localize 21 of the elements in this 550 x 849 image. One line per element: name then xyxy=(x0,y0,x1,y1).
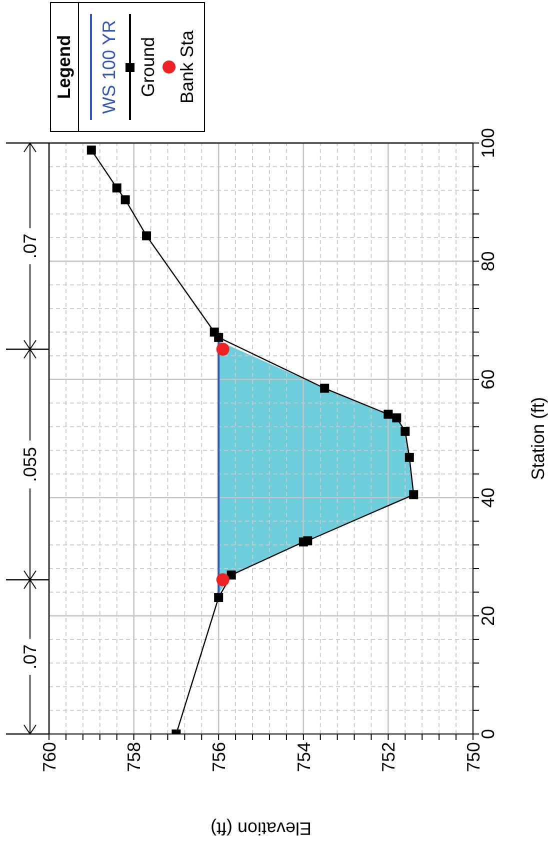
x-tick-label: 756 xyxy=(208,742,229,772)
x-tick-label: 760 xyxy=(39,742,60,772)
y-tick-label: 20 xyxy=(478,606,498,626)
y-tick-label: 60 xyxy=(478,369,498,390)
y-tick-label: 40 xyxy=(478,488,498,508)
text: .055 xyxy=(20,446,40,482)
text: .07 xyxy=(20,644,40,670)
text: .07 xyxy=(20,234,40,259)
x-axis-title: Elevation (ft) xyxy=(210,818,312,839)
y-tick-label: 80 xyxy=(478,251,498,272)
x-tick-label: 758 xyxy=(124,742,144,772)
x-tick-label: 750 xyxy=(463,742,484,772)
text: WS 100 YR xyxy=(99,19,120,116)
legend-label: Ground xyxy=(138,36,159,100)
y-axis-title: Station (ft) xyxy=(528,396,548,480)
x-tick-label: 754 xyxy=(294,742,314,772)
legend-label: Bank Sta xyxy=(177,29,198,106)
x-tick-label: 752 xyxy=(378,742,399,772)
legend-title: Legend xyxy=(51,3,79,131)
y-tick-label: 0 xyxy=(478,728,498,740)
y-tick-label: 100 xyxy=(478,128,498,158)
